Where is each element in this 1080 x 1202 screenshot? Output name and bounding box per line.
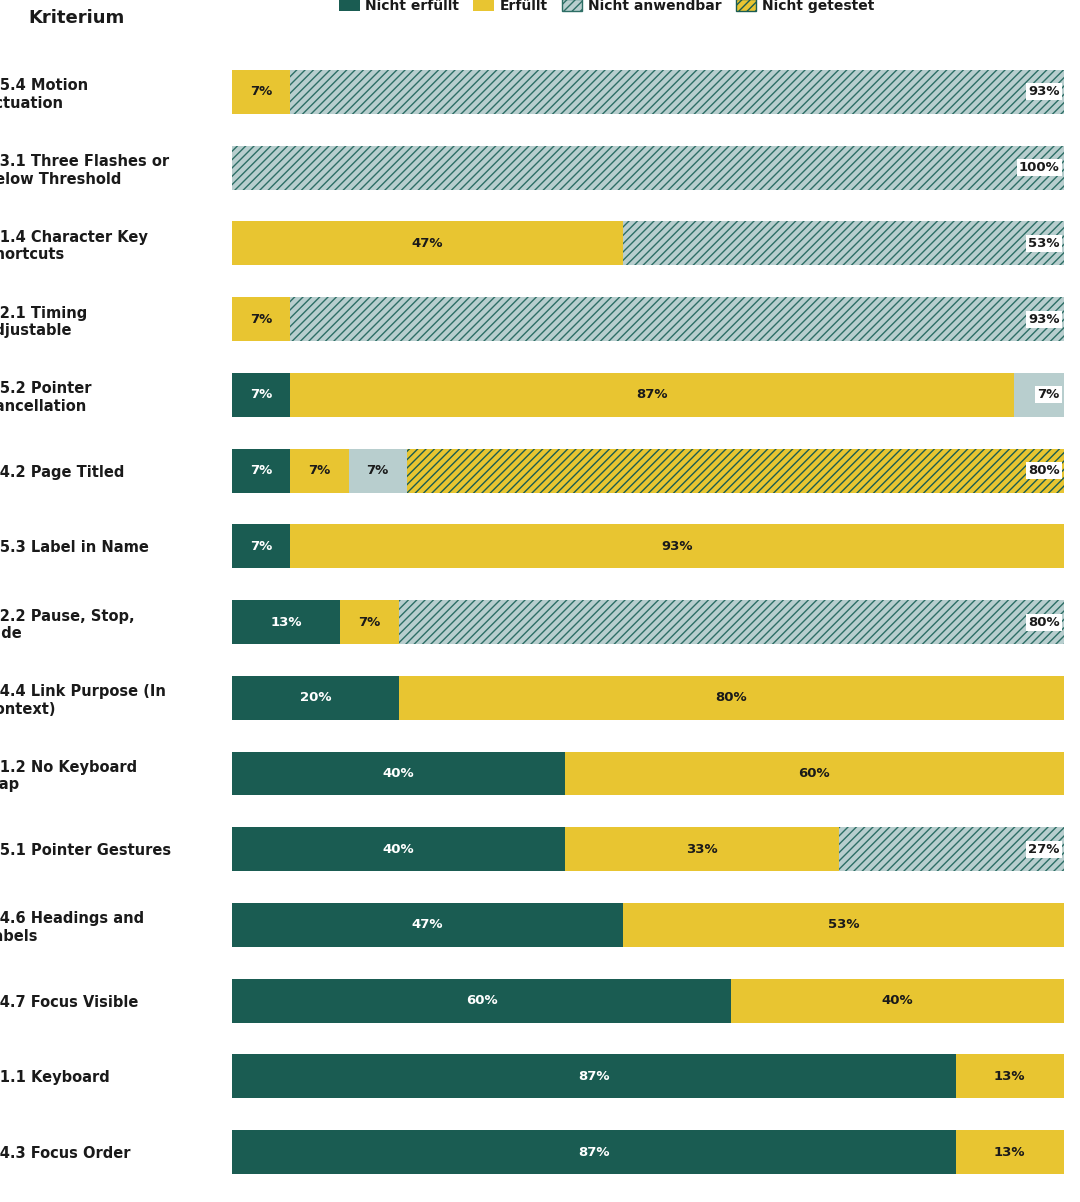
- Bar: [232, 70, 291, 114]
- Text: 7%: 7%: [1038, 388, 1059, 401]
- Text: 80%: 80%: [1028, 464, 1059, 477]
- Text: 87%: 87%: [578, 1146, 610, 1159]
- Text: 7%: 7%: [251, 388, 272, 401]
- Text: 93%: 93%: [1028, 313, 1059, 326]
- Text: 7%: 7%: [359, 615, 380, 629]
- Text: 87%: 87%: [578, 1070, 610, 1083]
- Bar: [349, 448, 407, 493]
- Bar: [232, 297, 291, 341]
- Text: 13%: 13%: [994, 1146, 1026, 1159]
- Bar: [232, 524, 291, 569]
- Bar: [407, 448, 1064, 493]
- Bar: [565, 751, 1064, 796]
- Bar: [232, 221, 623, 266]
- Text: 7%: 7%: [309, 464, 330, 477]
- Bar: [623, 221, 1064, 266]
- Bar: [623, 903, 1064, 947]
- Text: 53%: 53%: [827, 918, 860, 932]
- Bar: [232, 978, 731, 1023]
- Bar: [407, 448, 1064, 493]
- Text: 13%: 13%: [270, 615, 302, 629]
- Bar: [623, 221, 1064, 266]
- Text: 47%: 47%: [411, 237, 444, 250]
- Bar: [291, 297, 1064, 341]
- Text: 80%: 80%: [1028, 615, 1059, 629]
- Bar: [291, 70, 1064, 114]
- Text: 13%: 13%: [994, 1070, 1026, 1083]
- Bar: [232, 448, 291, 493]
- Bar: [839, 827, 1064, 871]
- Bar: [291, 70, 1064, 114]
- Bar: [399, 600, 1064, 644]
- Text: 20%: 20%: [299, 691, 332, 704]
- Bar: [232, 903, 623, 947]
- Bar: [956, 1054, 1064, 1099]
- Bar: [291, 373, 1014, 417]
- Bar: [731, 978, 1064, 1023]
- Text: 7%: 7%: [251, 85, 272, 99]
- Bar: [291, 524, 1064, 569]
- Bar: [232, 1130, 956, 1174]
- Text: 87%: 87%: [636, 388, 667, 401]
- Bar: [232, 600, 340, 644]
- Text: 27%: 27%: [1028, 843, 1059, 856]
- Text: 80%: 80%: [715, 691, 747, 704]
- Bar: [232, 1054, 956, 1099]
- Bar: [399, 676, 1064, 720]
- Text: 33%: 33%: [686, 843, 718, 856]
- Text: 7%: 7%: [251, 540, 272, 553]
- Bar: [232, 676, 399, 720]
- Bar: [232, 145, 1064, 190]
- Bar: [291, 297, 1064, 341]
- Bar: [232, 827, 565, 871]
- Bar: [1014, 373, 1064, 417]
- Text: Kriterium: Kriterium: [28, 8, 124, 26]
- Bar: [291, 448, 349, 493]
- Text: 47%: 47%: [411, 918, 444, 932]
- Legend: Nicht erfüllt, Erfüllt, Nicht anwendbar, Nicht getestet: Nicht erfüllt, Erfüllt, Nicht anwendbar,…: [339, 0, 875, 12]
- Text: 93%: 93%: [661, 540, 693, 553]
- Text: 60%: 60%: [465, 994, 498, 1007]
- Bar: [399, 600, 1064, 644]
- Text: 100%: 100%: [1018, 161, 1059, 174]
- Text: 7%: 7%: [366, 464, 389, 477]
- Bar: [565, 827, 839, 871]
- Bar: [232, 751, 565, 796]
- Bar: [956, 1130, 1064, 1174]
- Bar: [232, 145, 1064, 190]
- Text: 93%: 93%: [1028, 85, 1059, 99]
- Text: 60%: 60%: [798, 767, 831, 780]
- Text: 40%: 40%: [382, 843, 415, 856]
- Text: 53%: 53%: [1028, 237, 1059, 250]
- Bar: [232, 373, 291, 417]
- Bar: [839, 827, 1064, 871]
- Text: 40%: 40%: [382, 767, 415, 780]
- Bar: [340, 600, 399, 644]
- Text: 7%: 7%: [251, 313, 272, 326]
- Text: 7%: 7%: [251, 464, 272, 477]
- Text: 40%: 40%: [881, 994, 914, 1007]
